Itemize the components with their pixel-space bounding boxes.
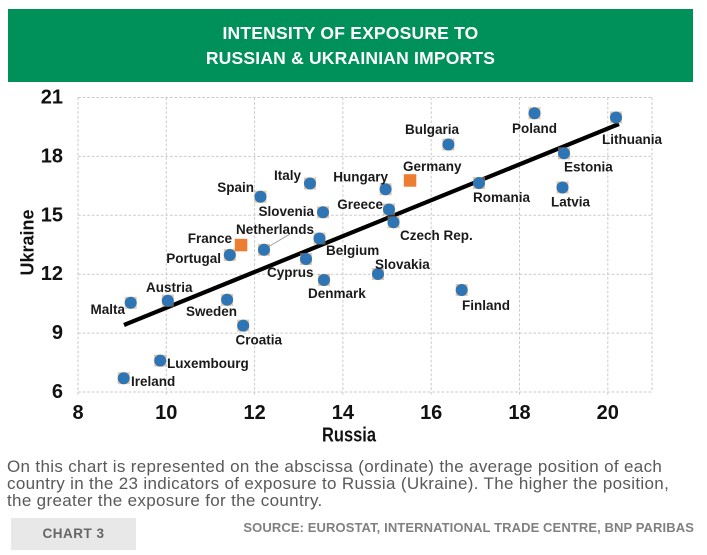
svg-text:Malta: Malta [90, 302, 125, 317]
svg-text:Germany: Germany [403, 159, 462, 174]
svg-text:Slovenia: Slovenia [258, 204, 314, 219]
svg-text:Netherlands: Netherlands [236, 222, 314, 237]
svg-text:Hungary: Hungary [333, 170, 388, 185]
svg-text:Sweden: Sweden [186, 304, 237, 319]
svg-text:Portugal: Portugal [166, 251, 221, 266]
svg-text:6: 6 [52, 381, 63, 403]
svg-text:Italy: Italy [274, 168, 302, 183]
svg-text:18: 18 [41, 145, 63, 167]
svg-text:14: 14 [332, 402, 355, 424]
svg-text:Croatia: Croatia [236, 333, 283, 348]
svg-text:12: 12 [41, 263, 63, 285]
svg-text:Ireland: Ireland [131, 374, 175, 389]
svg-text:Cyprus: Cyprus [267, 265, 314, 280]
svg-text:Estonia: Estonia [564, 160, 613, 175]
svg-text:12: 12 [243, 402, 265, 424]
svg-text:Romania: Romania [473, 190, 531, 205]
svg-text:9: 9 [52, 322, 63, 344]
svg-text:Poland: Poland [512, 121, 557, 136]
svg-text:18: 18 [508, 402, 530, 424]
svg-text:Slovakia: Slovakia [375, 257, 430, 272]
svg-text:Denmark: Denmark [308, 286, 366, 301]
svg-text:Finland: Finland [462, 298, 510, 313]
svg-text:16: 16 [420, 402, 442, 424]
svg-text:Ukraine: Ukraine [18, 210, 38, 276]
svg-text:Luxembourg: Luxembourg [167, 356, 249, 371]
svg-text:Greece: Greece [337, 197, 383, 212]
svg-text:Lithuania: Lithuania [602, 132, 662, 147]
svg-text:Spain: Spain [217, 180, 254, 195]
svg-text:21: 21 [41, 87, 63, 109]
svg-text:20: 20 [597, 402, 619, 424]
svg-text:Bulgaria: Bulgaria [405, 122, 460, 137]
svg-text:Latvia: Latvia [551, 194, 591, 209]
svg-text:Russia: Russia [322, 425, 377, 447]
svg-text:15: 15 [41, 204, 63, 226]
svg-text:France: France [188, 231, 233, 246]
svg-text:Belgium: Belgium [326, 243, 379, 258]
svg-text:8: 8 [72, 402, 83, 424]
svg-text:Austria: Austria [146, 280, 193, 295]
svg-text:Czech Rep.: Czech Rep. [400, 228, 473, 243]
svg-text:10: 10 [155, 402, 177, 424]
